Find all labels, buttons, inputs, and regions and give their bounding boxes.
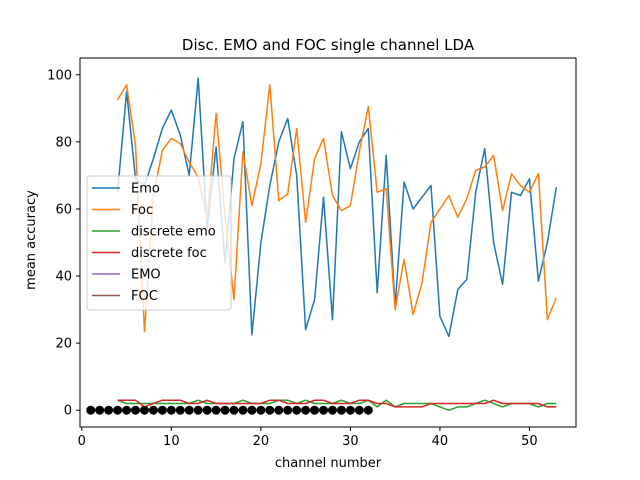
legend-label: EMO <box>131 268 161 283</box>
y-tick-label: 80 <box>55 135 72 150</box>
y-tick-label: 0 <box>64 404 72 419</box>
series-line-emo <box>116 77 558 338</box>
y-axis-ticks: 0 20 40 60 80 100 <box>47 68 80 419</box>
legend-label: Emo <box>131 182 160 197</box>
data-point-marker <box>202 405 212 415</box>
data-point-marker <box>265 405 275 415</box>
data-point-marker <box>95 405 105 415</box>
data-point-marker <box>148 405 158 415</box>
data-point-marker <box>86 405 96 415</box>
data-point-marker <box>184 405 194 415</box>
data-point-marker <box>292 405 302 415</box>
data-point-marker <box>354 405 364 415</box>
data-point-marker <box>283 405 293 415</box>
data-point-marker <box>274 405 284 415</box>
data-point-marker <box>139 405 149 415</box>
plot-frame <box>79 57 577 428</box>
x-tick-label: 50 <box>521 434 538 449</box>
data-point-marker <box>301 405 311 415</box>
y-tick-label: 40 <box>55 270 72 285</box>
data-point-marker <box>336 405 346 415</box>
marker-layer <box>86 405 373 415</box>
legend-box <box>86 175 232 311</box>
data-point-marker <box>345 405 355 415</box>
data-point-marker <box>113 405 123 415</box>
y-axis-label: mean accuracy <box>24 190 39 290</box>
data-point-marker <box>166 405 176 415</box>
x-tick-label: 20 <box>253 434 270 449</box>
data-point-marker <box>104 405 114 415</box>
legend-label: discrete emo <box>131 225 216 240</box>
data-point-marker <box>363 405 373 415</box>
axes-layer <box>79 57 577 428</box>
y-tick-label: 20 <box>55 337 72 352</box>
data-point-marker <box>319 405 329 415</box>
data-point-marker <box>238 405 248 415</box>
data-point-marker <box>131 405 141 415</box>
data-point-marker <box>247 405 257 415</box>
y-tick-label: 100 <box>47 68 72 83</box>
data-point-marker <box>256 405 266 415</box>
data-point-marker <box>310 405 320 415</box>
x-axis-ticks: 0 10 20 30 40 50 <box>78 427 538 449</box>
x-tick-label: 0 <box>78 434 86 449</box>
legend: Emo Foc discrete emo discrete foc EMO FOC <box>86 175 232 311</box>
x-tick-label: 30 <box>342 434 359 449</box>
series-line-discrete-foc <box>117 399 557 408</box>
data-point-marker <box>175 405 185 415</box>
x-tick-label: 10 <box>163 434 180 449</box>
data-point-marker <box>157 405 167 415</box>
legend-label: FOC <box>131 289 158 304</box>
data-point-marker <box>220 405 230 415</box>
series-line-foc <box>116 84 557 333</box>
x-axis-label: channel number <box>275 456 382 471</box>
x-tick-label: 40 <box>432 434 449 449</box>
y-tick-label: 60 <box>55 202 72 217</box>
data-point-marker <box>193 405 203 415</box>
data-point-marker <box>229 405 239 415</box>
legend-label: Foc <box>131 203 153 218</box>
data-point-marker <box>211 405 221 415</box>
data-point-marker <box>122 405 132 415</box>
data-point-marker <box>327 405 337 415</box>
legend-label: discrete foc <box>131 246 207 261</box>
chart-title: Disc. EMO and FOC single channel LDA <box>182 36 475 54</box>
